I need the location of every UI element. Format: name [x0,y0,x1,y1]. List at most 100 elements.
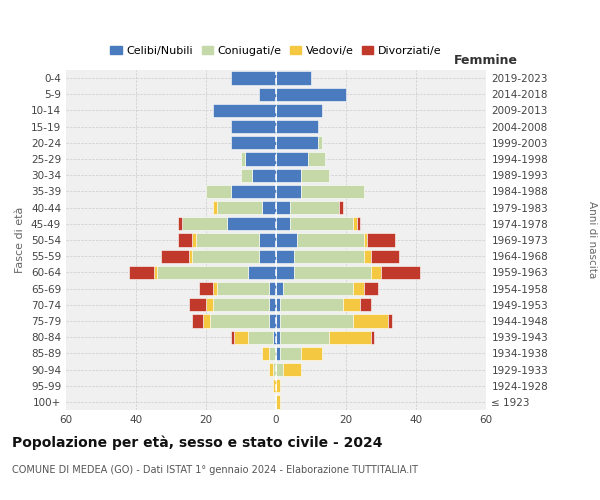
Bar [276,396,280,408]
Bar [262,201,276,214]
Bar [209,314,269,328]
Bar [262,346,269,360]
Bar [192,234,196,246]
Bar [213,282,217,295]
Bar [182,217,227,230]
Bar [276,88,346,101]
Bar [276,234,297,246]
Bar [276,266,293,279]
Bar [230,330,234,344]
Bar [276,250,293,263]
Bar [276,314,280,328]
Bar [245,152,276,166]
Bar [297,234,364,246]
Bar [230,120,276,134]
Bar [280,298,343,312]
Bar [129,266,154,279]
Bar [276,136,318,149]
Bar [388,314,392,328]
Bar [178,234,192,246]
Bar [276,72,311,85]
Bar [293,250,364,263]
Bar [353,314,388,328]
Bar [272,379,276,392]
Y-axis label: Fasce di età: Fasce di età [16,207,25,273]
Bar [199,282,213,295]
Bar [276,217,290,230]
Bar [283,363,301,376]
Bar [276,185,301,198]
Bar [280,330,329,344]
Bar [364,250,371,263]
Bar [371,266,381,279]
Bar [230,136,276,149]
Bar [188,298,206,312]
Text: Popolazione per età, sesso e stato civile - 2024: Popolazione per età, sesso e stato civil… [12,435,383,450]
Bar [248,330,272,344]
Bar [280,346,301,360]
Bar [192,314,203,328]
Bar [360,298,371,312]
Bar [276,201,290,214]
Bar [276,330,280,344]
Bar [276,363,283,376]
Bar [188,250,192,263]
Bar [269,314,276,328]
Bar [213,201,217,214]
Text: COMUNE DI MEDEA (GO) - Dati ISTAT 1° gennaio 2024 - Elaborazione TUTTITALIA.IT: COMUNE DI MEDEA (GO) - Dati ISTAT 1° gen… [12,465,418,475]
Bar [276,104,322,117]
Bar [259,88,276,101]
Bar [234,330,248,344]
Bar [206,185,230,198]
Bar [196,234,259,246]
Bar [192,250,259,263]
Bar [371,250,398,263]
Bar [364,282,377,295]
Bar [241,168,251,182]
Bar [227,217,276,230]
Bar [269,363,272,376]
Bar [276,298,280,312]
Bar [241,152,245,166]
Bar [206,298,213,312]
Bar [251,168,276,182]
Bar [269,282,276,295]
Bar [217,282,269,295]
Legend: Celibi/Nubili, Coniugati/e, Vedovi/e, Divorziati/e: Celibi/Nubili, Coniugati/e, Vedovi/e, Di… [106,42,446,60]
Bar [381,266,419,279]
Bar [290,201,339,214]
Bar [356,217,360,230]
Bar [272,363,276,376]
Bar [367,234,395,246]
Bar [329,330,371,344]
Bar [203,314,209,328]
Bar [217,201,262,214]
Text: Femmine: Femmine [454,54,518,66]
Bar [301,168,329,182]
Bar [276,168,301,182]
Bar [353,217,356,230]
Bar [283,282,353,295]
Bar [230,72,276,85]
Bar [259,250,276,263]
Bar [280,314,353,328]
Bar [213,298,269,312]
Bar [293,266,371,279]
Bar [353,282,364,295]
Bar [269,346,276,360]
Bar [276,282,283,295]
Bar [364,234,367,246]
Bar [154,266,157,279]
Bar [161,250,188,263]
Bar [276,120,318,134]
Bar [276,346,280,360]
Bar [276,152,308,166]
Bar [290,217,353,230]
Bar [269,298,276,312]
Bar [301,346,322,360]
Bar [308,152,325,166]
Bar [276,379,280,392]
Bar [339,201,343,214]
Text: Anni di nascita: Anni di nascita [587,202,597,278]
Bar [301,185,364,198]
